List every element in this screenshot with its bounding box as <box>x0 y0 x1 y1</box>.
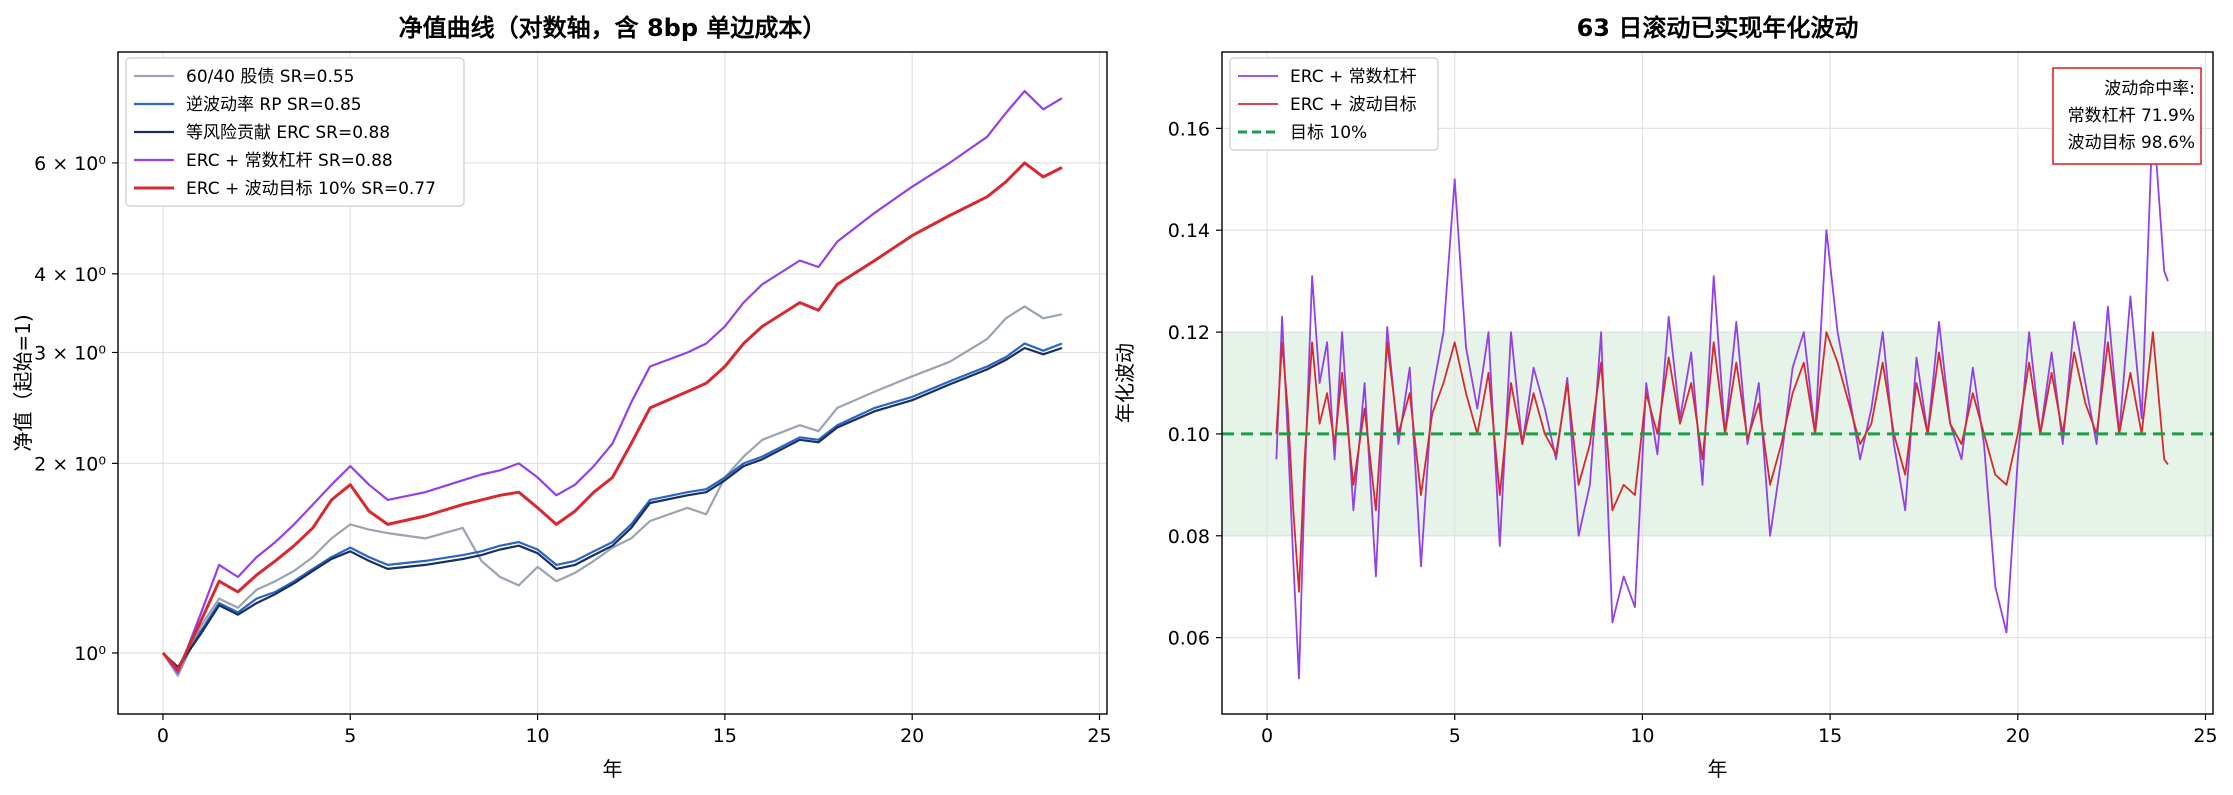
y-tick-label: 4 × 10⁰ <box>34 264 106 286</box>
series-line <box>162 346 1063 669</box>
y-tick-label: 2 × 10⁰ <box>34 453 106 475</box>
y-tick-label: 10⁰ <box>74 643 106 665</box>
x-tick-label: 5 <box>1449 725 1461 747</box>
series-line <box>162 342 1063 672</box>
legend-label: 等风险贡献 ERC SR=0.88 <box>186 123 390 143</box>
legend: 60/40 股债 SR=0.55 逆波动率 RP SR=0.85 等风险贡献 ERC… <box>125 57 465 207</box>
x-tick-label: 10 <box>1630 725 1654 747</box>
y-tick-label: 0.14 <box>1168 220 1210 242</box>
plot-frame <box>1221 51 2214 715</box>
series-line <box>162 305 1063 677</box>
x-tick-label: 15 <box>1818 725 1842 747</box>
y-tick-label: 0.12 <box>1168 322 1210 344</box>
x-tick-label: 25 <box>1087 725 1111 747</box>
y-tick-label: 0.10 <box>1168 424 1210 446</box>
y-axis-label: 年化波动 <box>1113 343 1137 423</box>
legend-label: ERC + 波动目标 10% SR=0.77 <box>186 179 436 199</box>
series-line <box>162 89 1063 674</box>
x-tick-label: 10 <box>525 725 549 747</box>
x-tick-label: 20 <box>900 725 924 747</box>
x-tick-label: 25 <box>2193 725 2217 747</box>
series-line <box>1275 112 2169 680</box>
hit-rate-annotation: 波动命中率: 常数杠杆 71.9% 波动目标 98.6% <box>2052 67 2202 165</box>
nav-chart: 0 5 10 15 20 25 10⁰ 2 × 10⁰ 3 × 10⁰ 4 × 10⁰ 6 × 10… <box>11 14 1112 781</box>
series-line <box>161 161 1063 672</box>
legend-label: ERC + 波动目标 <box>1290 95 1417 115</box>
chart-title: 净值曲线（对数轴，含 8bp 单边成本） <box>399 14 827 42</box>
legend-label: ERC + 常数杠杆 SR=0.88 <box>186 151 393 171</box>
plot-frame <box>117 51 1108 715</box>
legend-label: 目标 10% <box>1290 123 1367 143</box>
legend-box <box>1229 57 1439 151</box>
x-tick-label: 0 <box>157 725 169 747</box>
y-tick-label: 3 × 10⁰ <box>34 342 106 364</box>
x-tick-label: 5 <box>344 725 356 747</box>
legend-label: 逆波动率 RP SR=0.85 <box>186 95 362 115</box>
x-tick-label: 0 <box>1261 725 1273 747</box>
annotation-line: 波动目标 98.6% <box>2068 133 2195 153</box>
x-tick-label: 20 <box>2006 725 2030 747</box>
legend-label: ERC + 常数杠杆 <box>1290 67 1417 87</box>
y-axis-label: 净值（起始=1) <box>11 314 35 451</box>
y-tick-label: 6 × 10⁰ <box>34 153 106 175</box>
volatility-chart: 0 5 10 15 20 25 0.06 0.08 0.10 0.12 0.14 0.16 63 日滚动… <box>1113 14 2218 781</box>
annotation-line: 常数杠杆 71.9% <box>2068 106 2195 126</box>
x-axis-label: 年 <box>1708 757 1728 781</box>
y-tick-label: 0.06 <box>1168 628 1210 650</box>
x-tick-label: 15 <box>713 725 737 747</box>
legend-label: 60/40 股债 SR=0.55 <box>186 67 355 87</box>
y-tick-label: 0.08 <box>1168 526 1210 548</box>
chart-title: 63 日滚动已实现年化波动 <box>1577 14 1859 42</box>
series-line <box>1275 331 2169 593</box>
legend-box <box>125 57 465 207</box>
annotation-line: 波动命中率: <box>2104 79 2195 99</box>
annotation-box <box>2052 67 2202 165</box>
y-tick-label: 0.16 <box>1168 118 1210 140</box>
x-axis-label: 年 <box>603 757 623 781</box>
